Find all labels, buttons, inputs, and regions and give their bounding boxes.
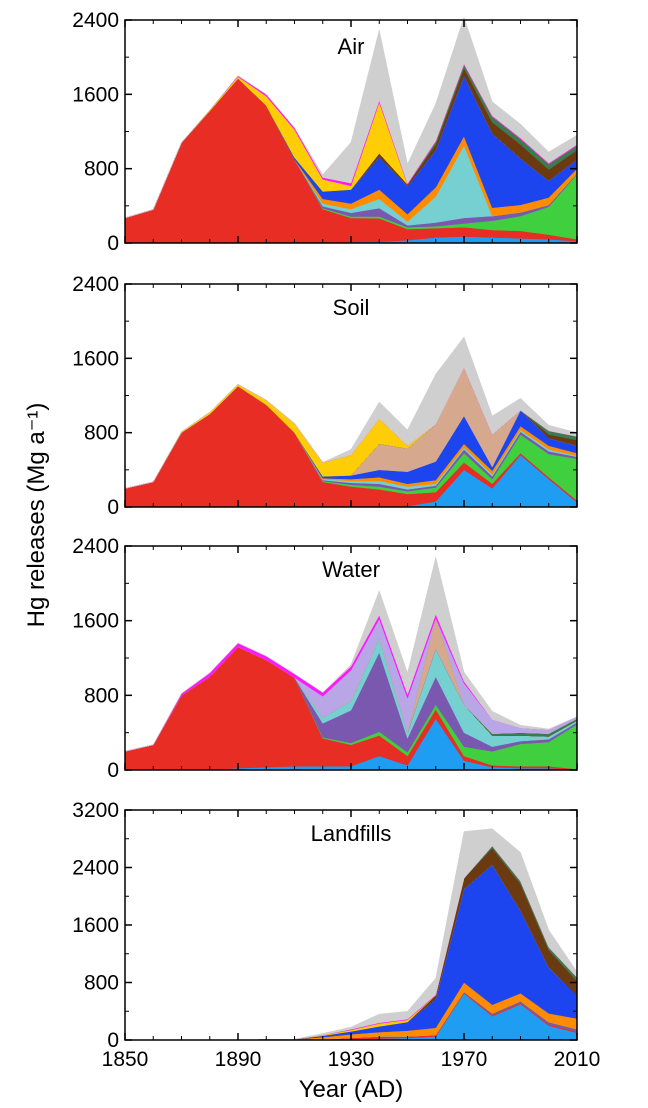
y-tick-label: 0 [107,496,119,519]
y-tick-label: 2400 [72,9,119,32]
y-axis-title: Hg releases (Mg a⁻¹) [23,403,50,628]
y-tick-label: 3200 [72,799,119,822]
y-tick-label: 1600 [72,83,119,106]
panel-landfills: 0 800 1600 2400 3200 Landfills 1850 1890 1930 197… [72,799,600,1071]
y-tick-label: 2400 [72,273,119,296]
x-tick-label: 1890 [215,1048,262,1071]
panel-soil: 0 800 1600 2400 Soil [72,273,578,519]
y-tick-label: 800 [84,972,119,995]
x-tick-label: 1930 [328,1048,375,1071]
y-tick-label: 2400 [72,535,119,558]
panel-title: Water [322,557,380,582]
y-tick-label: 1600 [72,914,119,937]
y-tick-label: 1600 [72,347,119,370]
y-tick-label: 0 [107,232,119,255]
x-tick-label: 1970 [441,1048,488,1071]
y-tick-label: 800 [84,158,119,181]
y-tick-label: 1600 [72,610,119,633]
y-tick-label: 800 [84,684,119,707]
y-tick-label: 2400 [72,857,119,880]
panel-water: 0 800 1600 2400 Water [72,535,578,782]
x-axis-title: Year (AD) [299,1076,403,1103]
y-tick-label: 0 [107,1029,119,1052]
panel-air: 0 800 1600 2400 Air [72,9,578,255]
panel-title: Air [338,34,365,59]
x-tick-label: 1850 [102,1048,149,1071]
panels-group: 0 800 1600 2400 Air 0 800 1600 2400 Soil 0 800 1600 2… [72,9,600,1071]
panel-title: Soil [333,295,370,320]
panel-title: Landfills [311,821,392,846]
y-tick-label: 0 [107,759,119,782]
x-tick-label: 2010 [554,1048,601,1071]
y-tick-label: 800 [84,422,119,445]
